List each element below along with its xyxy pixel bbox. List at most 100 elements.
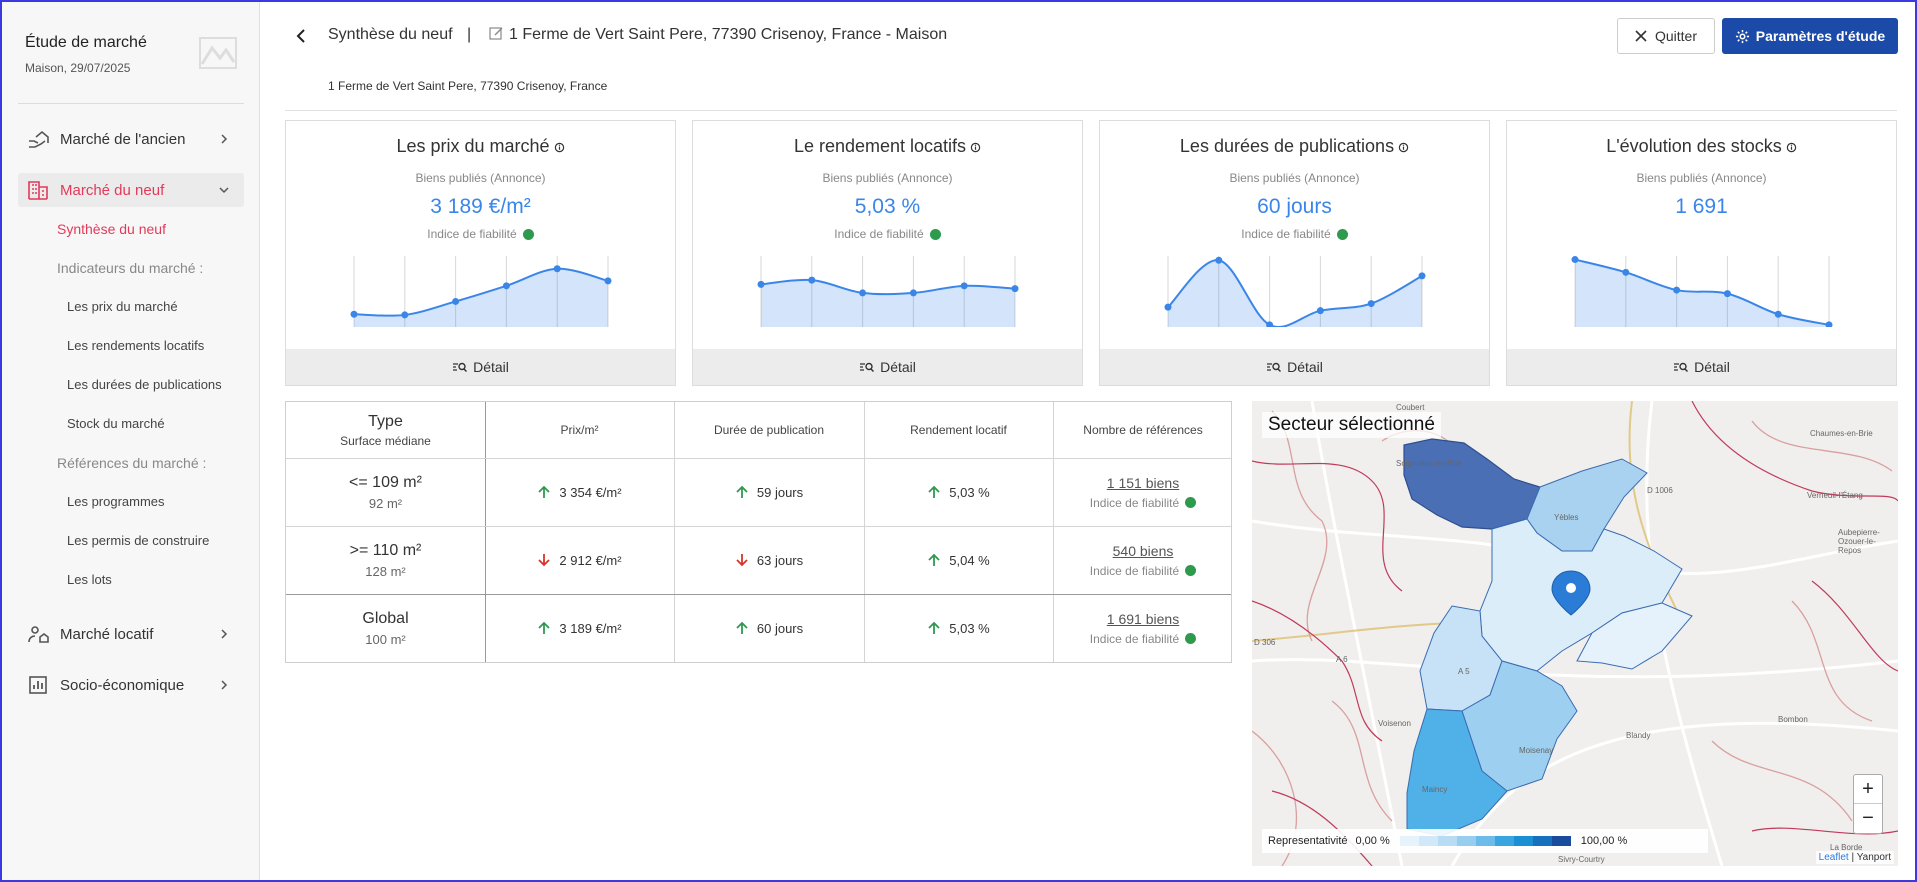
chart-point[interactable] <box>757 280 765 288</box>
reliability-label: Indice de fiabilité <box>834 227 924 241</box>
trend-up-icon <box>538 485 551 498</box>
chart-point[interactable] <box>1316 307 1324 315</box>
subnav-durees[interactable]: Les durées de publications <box>67 377 222 392</box>
card-subtitle: Biens publiés (Annonce) <box>1636 171 1767 185</box>
chart-point[interactable] <box>1571 256 1579 264</box>
chart-point[interactable] <box>1367 300 1375 308</box>
subnav-stock[interactable]: Stock du marché <box>67 416 165 431</box>
table-row: Global 100 m² <box>286 594 485 662</box>
card-trend-chart <box>757 256 1019 327</box>
subnav-programmes[interactable]: Les programmes <box>67 494 165 509</box>
detail-label: Détail <box>1694 359 1730 375</box>
reliability-label: Indice de fiabilité <box>1089 563 1180 578</box>
map-canvas[interactable] <box>1252 401 1898 866</box>
address-subtitle: 1 Ferme de Vert Saint Pere, 77390 Crisen… <box>328 79 608 93</box>
sidebar-item-socio-economique[interactable]: Socio-économique <box>18 668 244 702</box>
info-icon[interactable] <box>1786 142 1797 153</box>
sidebar-item-marche-ancien[interactable]: Marché de l'ancien <box>18 122 244 156</box>
trend-down-icon <box>736 554 748 567</box>
card-rendement-locatif: Le rendement locatifs Biens publiés (Ann… <box>692 120 1083 386</box>
reliability-label: Indice de fiabilité <box>427 227 517 241</box>
detail-button[interactable]: Détail <box>1100 349 1489 385</box>
subnav-rendements[interactable]: Les rendements locatifs <box>67 338 205 353</box>
cell-value: 60 jours <box>756 620 804 636</box>
row-type: >= 110 m² <box>349 541 422 559</box>
map-place-label: Yèbles <box>1554 513 1579 522</box>
card-trend-chart <box>350 256 612 327</box>
cell-prix: 2 912 €/m² <box>485 526 674 594</box>
cell-value: 2 912 €/m² <box>559 552 622 568</box>
chart-point[interactable] <box>909 289 917 297</box>
chart-point[interactable] <box>604 277 612 285</box>
chart-point[interactable] <box>1164 303 1172 311</box>
info-icon[interactable] <box>554 142 565 153</box>
chevron-right-icon <box>221 680 228 690</box>
subnav-synthese-neuf[interactable]: Synthèse du neuf <box>57 221 166 237</box>
info-icon[interactable] <box>970 142 981 153</box>
chart-point[interactable] <box>808 276 816 284</box>
chart-point[interactable] <box>1011 285 1019 293</box>
card-title: Les durées de publications <box>1179 136 1395 156</box>
references-link[interactable]: 540 biens <box>1112 542 1174 559</box>
legend-gradient <box>1399 836 1571 846</box>
market-summary-table: Type Surface médiane Prix/m² Durée de pu… <box>285 401 1232 663</box>
cell-value: 3 354 €/m² <box>559 484 622 500</box>
cell-value: 63 jours <box>756 552 804 568</box>
chart-point[interactable] <box>859 289 867 297</box>
map-road-label: A 6 <box>1336 655 1348 664</box>
chart-point[interactable] <box>553 265 561 273</box>
leaflet-link[interactable]: Leaflet <box>1818 852 1849 863</box>
map-place-label: Aubepierre-Ozouer-le-Repos <box>1838 528 1880 555</box>
chart-point[interactable] <box>452 297 460 305</box>
trend-up-icon <box>736 485 748 498</box>
zoom-out-button[interactable]: − <box>1862 807 1874 829</box>
cell-duree: 63 jours <box>674 526 864 594</box>
chart-point[interactable] <box>960 282 968 290</box>
subnav-lots[interactable]: Les lots <box>67 572 112 587</box>
chart-point[interactable] <box>401 311 409 319</box>
table-divider <box>286 594 1231 595</box>
reliability-dot <box>522 229 534 241</box>
edit-icon[interactable] <box>489 26 504 41</box>
detail-button[interactable]: Détail <box>286 349 675 385</box>
cell-references: 540 biens Indice de fiabilité <box>1053 526 1233 594</box>
subnav-permis[interactable]: Les permis de construire <box>67 533 210 548</box>
card-evolution-stocks: L'évolution des stocks Biens publiés (An… <box>1506 120 1897 386</box>
chart-point[interactable] <box>502 282 510 290</box>
chevron-right-icon <box>221 134 228 144</box>
map-place-label: Chaumes-en-Brie <box>1810 429 1873 438</box>
header-divider <box>285 110 1897 111</box>
map-place-label: Soignolles-en-Brie <box>1396 459 1462 468</box>
chart-point[interactable] <box>1825 321 1833 327</box>
chart-point[interactable] <box>1673 286 1681 294</box>
detail-button[interactable]: Détail <box>1507 349 1896 385</box>
chart-point[interactable] <box>1723 290 1731 298</box>
chart-point[interactable] <box>350 310 358 318</box>
info-icon[interactable] <box>1398 142 1409 153</box>
cell-rendement: 5,04 % <box>864 526 1053 594</box>
references-link[interactable]: 1 691 biens <box>1106 610 1180 627</box>
gear-icon <box>1735 29 1749 43</box>
chart-point[interactable] <box>1266 321 1274 327</box>
references-link[interactable]: 1 151 biens <box>1106 474 1180 491</box>
detail-label: Détail <box>1287 359 1323 375</box>
sidebar-item-marche-locatif[interactable]: Marché locatif <box>18 617 244 651</box>
zoom-in-button[interactable]: + <box>1854 775 1882 804</box>
card-title: Les prix du marché <box>396 136 550 156</box>
subnav-prix-marche[interactable]: Les prix du marché <box>67 299 178 314</box>
chart-point[interactable] <box>1215 256 1223 264</box>
quit-button[interactable]: Quitter <box>1617 18 1715 54</box>
card-value: 3 189 €/m² <box>430 195 531 218</box>
chart-series-line <box>353 267 609 317</box>
study-settings-button[interactable]: Paramètres d'étude <box>1722 18 1898 54</box>
back-arrow-icon[interactable] <box>293 27 311 45</box>
chart-point[interactable] <box>1622 268 1630 276</box>
header-type-sublabel: Surface médiane <box>340 433 431 448</box>
sector-map[interactable]: Coubert Soignolles-en-Brie Chaumes-en-Br… <box>1252 401 1898 866</box>
detail-button[interactable]: Détail <box>693 349 1082 385</box>
map-title: Secteur sélectionné <box>1262 412 1441 438</box>
sidebar-item-marche-neuf[interactable]: Marché du neuf <box>18 173 244 207</box>
chart-point[interactable] <box>1774 310 1782 318</box>
detail-search-icon <box>860 362 875 373</box>
chart-point[interactable] <box>1418 272 1426 280</box>
